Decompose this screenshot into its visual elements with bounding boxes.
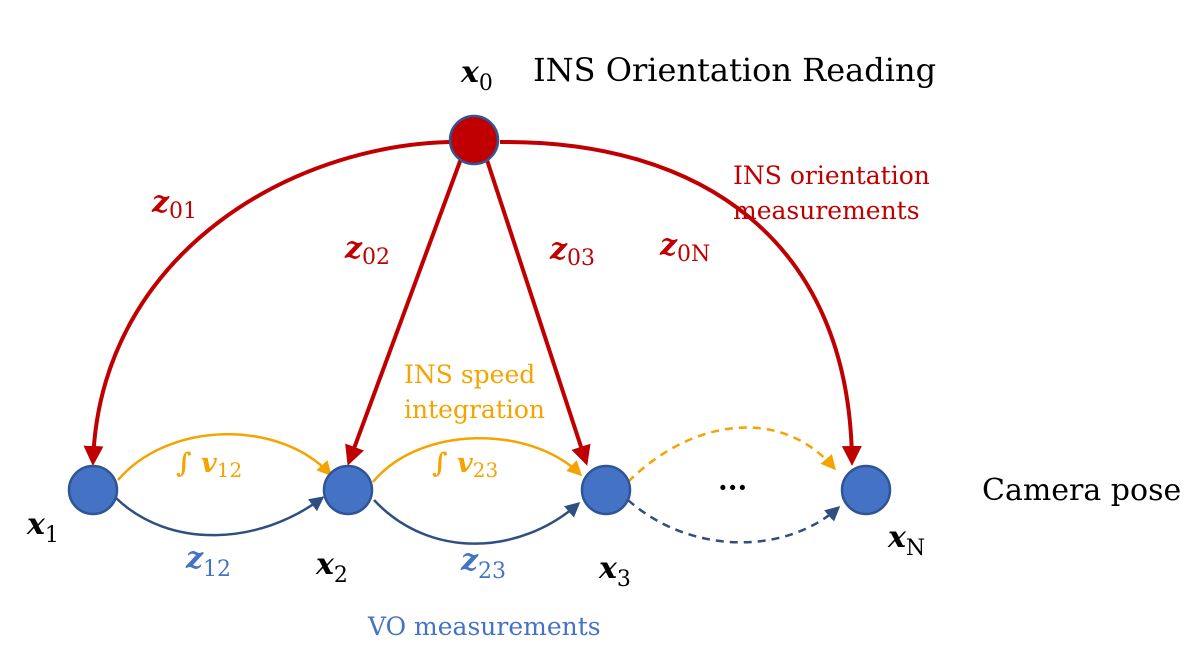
edge-z01 [83, 139, 469, 466]
edge-label-z03: z03 [549, 232, 595, 271]
edge-label-v23: ∫ v23 [432, 448, 498, 482]
edge-label-v12: ∫ v12 [176, 448, 242, 482]
title: INS Orientation Reading [533, 51, 936, 89]
label-ins-speed-line1: INS speed [404, 360, 535, 389]
node-label-xN: xN [887, 520, 925, 561]
node-label-x1: x1 [26, 507, 59, 548]
node-label-x2: x2 [315, 547, 348, 588]
ellipsis: ··· [718, 471, 747, 504]
edge-v23 [372, 437, 583, 483]
node-x3 [580, 464, 632, 516]
label-vo-measurements: VO measurements [367, 612, 601, 641]
edge-label-z12: z12 [185, 541, 231, 582]
edge-v12 [117, 433, 333, 481]
edge-z02 [345, 155, 464, 466]
edge-z3N [627, 499, 841, 544]
edge-label-z23: z23 [460, 543, 506, 584]
label-ins-orientation-line1: INS orientation [733, 161, 930, 190]
edge-z0N [499, 139, 862, 466]
label-ins-speed-line2: integration [404, 395, 545, 424]
node-x1 [67, 464, 119, 516]
node-x0 [448, 114, 500, 166]
edge-z03 [484, 156, 591, 466]
label-ins-orientation-line2: measurements [733, 196, 920, 225]
node-label-x3: x3 [598, 551, 631, 592]
edge-label-z01: z01 [151, 185, 197, 224]
edge-label-z02: z02 [344, 231, 390, 270]
node-x2 [322, 464, 374, 516]
edge-z12 [115, 496, 325, 537]
edge-v3N [627, 426, 836, 483]
edge-z23 [373, 499, 581, 545]
node-xN [840, 464, 892, 516]
node-label-x0: x0 [460, 55, 493, 96]
edge-label-z0N: z0N [659, 228, 710, 267]
label-camera-pose: Camera pose [982, 473, 1181, 508]
